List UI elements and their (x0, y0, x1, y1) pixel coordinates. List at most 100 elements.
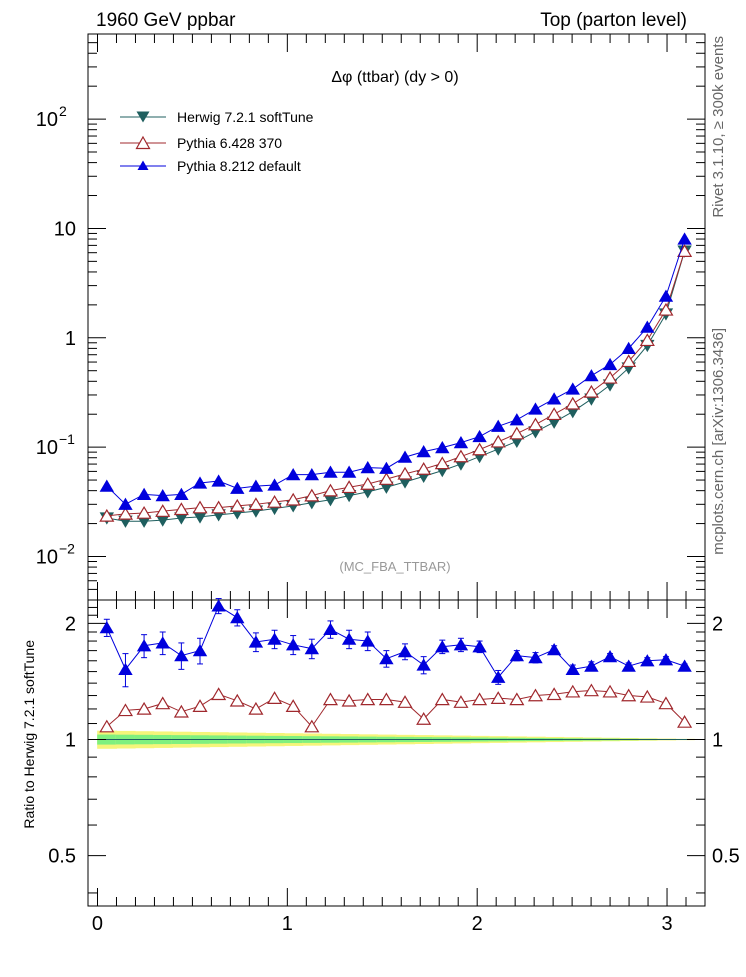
y-tick-label: 10 (36, 109, 58, 131)
ratio-point-pythia8 (174, 648, 189, 662)
main-line-herwig (106, 250, 686, 522)
y-tick-label-exponent: −2 (59, 540, 75, 556)
ratio-point-pythia6 (378, 692, 394, 706)
main-point-pythia8 (341, 465, 357, 478)
ratio-point-pythia8 (192, 643, 208, 657)
main-point-pythia6 (658, 302, 674, 316)
ratio-point-pythia8 (565, 662, 580, 675)
ratio-point-pythia6 (155, 696, 171, 710)
ratio-point-pythia6 (472, 692, 488, 706)
main-point-pythia6 (621, 354, 637, 368)
main-point-pythia8 (118, 497, 133, 510)
ratio-point-pythia8 (640, 654, 655, 667)
ratio-point-pythia8 (248, 635, 264, 648)
main-point-pythia8 (435, 440, 450, 454)
x-tick-label: 1 (282, 913, 293, 935)
ratio-point-pythia8 (230, 611, 245, 624)
main-point-pythia6 (99, 508, 115, 522)
side-label-rivet: Rivet 3.1.10, ≥ 300k events (710, 36, 727, 218)
main-point-pythia8 (397, 450, 413, 463)
main-point-pythia6 (304, 488, 320, 502)
x-tick-label: 0 (92, 913, 103, 935)
ratio-point-pythia8 (546, 643, 562, 656)
ratio-point-pythia6 (453, 695, 469, 708)
main-point-pythia6 (602, 370, 618, 384)
ratio-y-tick-label: 0.5 (48, 846, 76, 868)
analysis-watermark: (MC_FBA_TTBAR) (339, 559, 450, 574)
ratio-point-pythia6 (285, 699, 301, 712)
main-point-pythia6 (397, 466, 413, 480)
main-line-pythia8 (106, 238, 686, 505)
ratio-point-pythia8 (118, 662, 133, 675)
y-tick-label: 10 (36, 546, 58, 568)
ratio-point-pythia8 (584, 659, 599, 672)
ratio-point-pythia8 (416, 658, 431, 671)
x-tick-label: 3 (661, 913, 672, 935)
ratio-point-pythia6 (397, 695, 413, 708)
legend-label-herwig: Herwig 7.2.1 softTune (177, 109, 314, 125)
ratio-point-pythia8 (491, 670, 506, 683)
main-point-pythia6 (211, 500, 227, 514)
y-tick-label-exponent: 2 (59, 103, 67, 119)
legend-label-pythia6: Pythia 6.428 370 (177, 135, 282, 151)
ratio-point-pythia8 (397, 644, 413, 658)
ratio-point-pythia8 (472, 640, 487, 653)
ratio-point-pythia8 (211, 599, 226, 612)
ratio-point-pythia6 (173, 704, 189, 718)
ratio-point-pythia6 (546, 687, 562, 701)
ratio-point-pythia8 (99, 621, 115, 634)
ratio-point-pythia8 (285, 638, 301, 651)
main-point-pythia6 (527, 417, 544, 431)
main-point-pythia6 (229, 498, 245, 512)
main-point-pythia8 (285, 468, 301, 481)
ratio-point-pythia8 (341, 632, 357, 645)
ratio-y-tick-label: 2 (65, 613, 76, 635)
ratio-point-pythia6 (192, 699, 208, 712)
main-point-pythia6 (117, 506, 134, 520)
main-point-pythia8 (267, 478, 282, 491)
ratio-plot-frame (87, 599, 706, 907)
ratio-point-pythia6 (621, 688, 637, 702)
ratio-point-pythia8 (528, 651, 543, 664)
ratio-point-pythia6 (602, 684, 618, 698)
ratio-point-pythia6 (565, 684, 581, 698)
main-point-pythia6 (248, 497, 264, 511)
plot-title: Δφ (ttbar) (dy > 0) (331, 69, 458, 86)
ratio-point-pythia8 (304, 642, 320, 655)
main-point-pythia6 (509, 426, 525, 440)
main-point-pythia6 (453, 449, 469, 463)
ratio-point-pythia8 (435, 640, 450, 653)
ratio-point-pythia6 (527, 688, 544, 702)
ratio-point-pythia6 (229, 693, 245, 707)
legend-entry-herwig: Herwig 7.2.1 softTune (120, 109, 314, 125)
ratio-point-pythia8 (658, 653, 674, 666)
main-point-pythia6 (639, 333, 655, 347)
main-point-pythia8 (136, 487, 152, 500)
ratio-point-pythia8 (267, 632, 282, 645)
main-point-pythia6 (416, 462, 432, 475)
ratio-point-pythia6 (360, 692, 376, 706)
x-tick-label: 2 (472, 913, 483, 935)
y-tick-label: 10 (54, 218, 76, 240)
ratio-point-pythia8 (602, 650, 618, 663)
main-point-pythia8 (174, 487, 189, 500)
main-point-pythia8 (155, 489, 170, 502)
main-point-pythia8 (379, 461, 394, 474)
main-point-pythia8 (360, 460, 375, 474)
main-point-pythia6 (192, 500, 208, 514)
ratio-point-pythia6 (248, 701, 264, 715)
ratio-point-pythia6 (658, 696, 674, 710)
main-point-pythia6 (434, 456, 450, 470)
main-point-pythia6 (267, 494, 283, 508)
main-point-pythia8 (602, 357, 618, 371)
ratio-ylabel: Ratio to Herwig 7.2.1 softTune (21, 640, 37, 829)
main-point-pythia8 (565, 382, 580, 395)
y-tick-label: 10 (36, 437, 58, 459)
main-point-pythia8 (453, 435, 469, 449)
main-point-pythia8 (546, 392, 562, 405)
main-point-pythia8 (323, 465, 338, 478)
ratio-point-pythia6 (434, 692, 450, 706)
main-point-pythia8 (509, 413, 525, 426)
